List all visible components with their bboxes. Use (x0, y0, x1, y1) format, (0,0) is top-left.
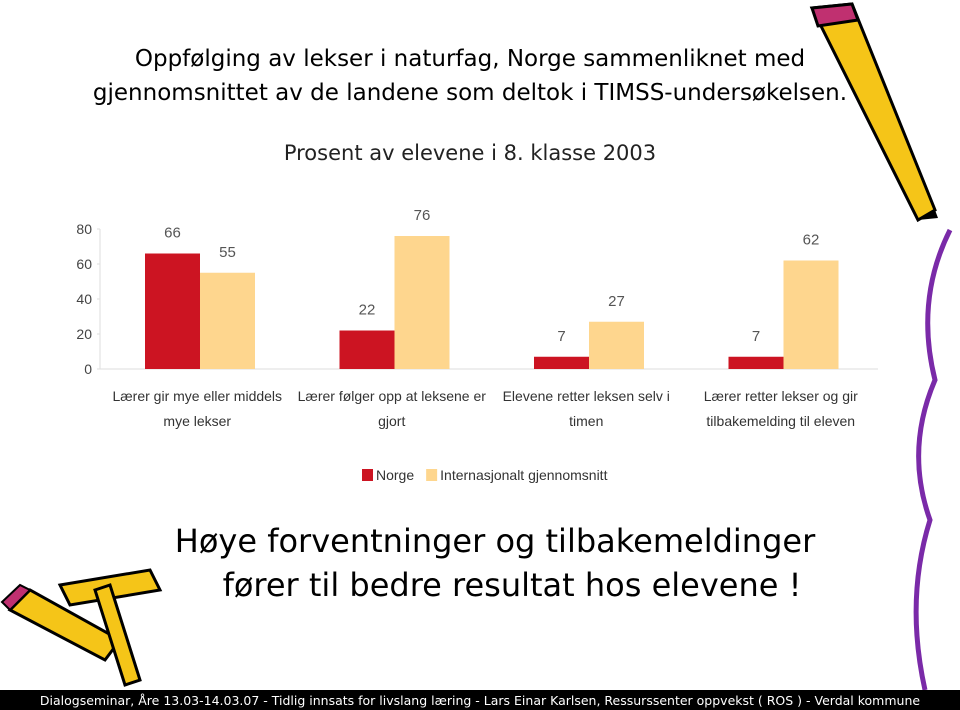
value-label: 55 (219, 244, 236, 261)
pencil-decoration (0, 2, 953, 691)
x-tick-label: Lærer gir mye eller middels mye lekser (112, 388, 283, 429)
message-line: fører til bedre resultat hos elevene ! (223, 566, 802, 604)
subtitle: Prosent av elevene i 8. klasse 2003 (284, 141, 656, 165)
value-label: 66 (164, 225, 181, 242)
y-tick-label: 40 (76, 291, 92, 307)
bar (394, 236, 450, 369)
value-label: 22 (359, 302, 376, 319)
y-tick-label: 80 (76, 221, 92, 237)
footer: Dialogseminar, Åre 13.03-14.03.07 - Tidl… (40, 693, 920, 708)
legend-swatch (426, 469, 438, 481)
bar (728, 356, 784, 369)
bar (783, 260, 839, 369)
legend-label: Norge (376, 467, 414, 483)
y-tick-label: 60 (76, 256, 92, 272)
footer-bar (0, 690, 960, 710)
title-line: Oppfølging av lekser i naturfag, Norge s… (135, 46, 805, 72)
legend-swatch (362, 469, 373, 481)
message-line: Høye forventninger og tilbakemeldinger (175, 522, 816, 560)
value-label: 76 (414, 207, 431, 224)
value-label: 7 (752, 328, 760, 345)
x-tick-label: Elevene retter leksen selv i timen (502, 388, 670, 429)
title-line: gjennomsnittet av de landene som deltok … (93, 80, 847, 106)
bar (145, 253, 200, 369)
value-label: 62 (803, 232, 820, 249)
bar (339, 330, 395, 369)
legend-label: Internasjonalt gjennomsnitt (440, 467, 607, 483)
y-tick-label: 0 (84, 361, 92, 377)
x-tick-label: Lærer retter lekser og gir tilbakemeldin… (703, 388, 858, 429)
value-label: 7 (557, 328, 565, 345)
x-tick-label: Lærer følger opp at leksene er gjort (297, 388, 486, 429)
bar (589, 321, 644, 369)
value-label: 27 (608, 293, 625, 310)
bar (200, 272, 255, 369)
bar (534, 356, 589, 369)
y-tick-label: 20 (76, 326, 92, 342)
